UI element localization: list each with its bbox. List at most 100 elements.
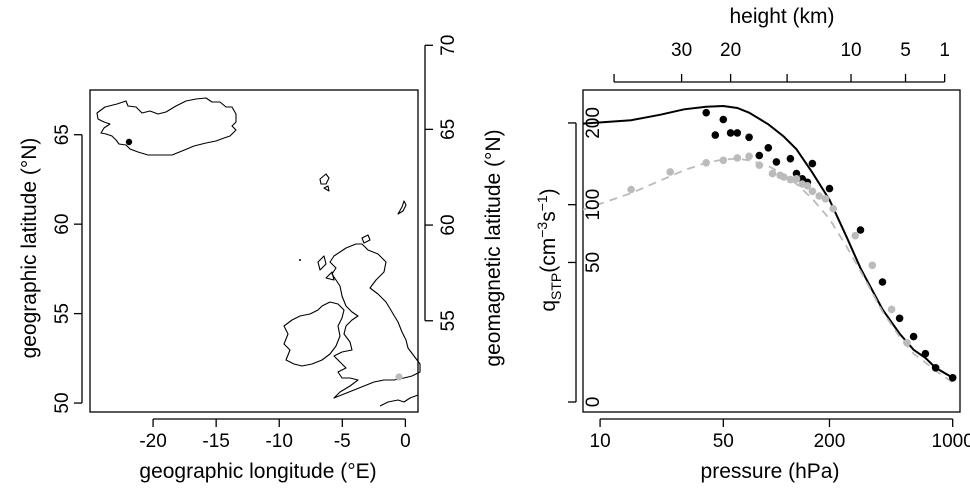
profile-y-tick-label: 0 — [583, 397, 604, 408]
data-point-black — [878, 278, 887, 286]
coastline-great-britain — [329, 243, 421, 399]
coastline-orkney — [361, 234, 371, 244]
site-marker-england — [395, 373, 403, 381]
data-point-black — [733, 129, 742, 137]
profile-y-ticks: 0 50 100 200 — [568, 107, 604, 407]
profile-top-tick-label: 30 — [671, 40, 692, 61]
data-point-black — [931, 364, 940, 372]
data-point-black — [856, 226, 865, 234]
data-point-black — [948, 374, 957, 382]
ylabel-s: s — [537, 211, 560, 222]
data-point-gray — [779, 173, 788, 181]
profile-y-tick-label: 50 — [583, 252, 604, 273]
data-point-black — [711, 131, 720, 139]
data-point-black — [808, 159, 817, 168]
data-point-black — [909, 332, 918, 341]
map-x-tick-label: 0 — [400, 431, 411, 452]
map-frame — [89, 89, 419, 413]
data-point-black — [895, 314, 904, 323]
profile-y-tick-label: 200 — [583, 107, 604, 139]
profile-top-tick-label: 5 — [900, 40, 911, 61]
coastline-iceland — [96, 97, 237, 156]
data-point-black — [825, 184, 834, 193]
map-y-tick-label: 50 — [52, 392, 73, 413]
ylabel-sub: STP — [548, 273, 564, 300]
data-point-gray — [786, 175, 795, 184]
data-point-gray — [755, 161, 764, 169]
coastline-shetland — [397, 200, 407, 215]
profile-panel: 10 50 200 1000 0 50 100 200 30 20 10 5 1 pressure … — [534, 5, 970, 483]
data-point-gray — [903, 339, 911, 347]
map-y2-tick-label: 70 — [438, 35, 459, 56]
ylabel-units: (cm — [537, 238, 560, 273]
site-marker-iceland — [125, 138, 133, 146]
profile-x-tick-label: 1000 — [932, 431, 970, 452]
profile-x-tick-label: 50 — [713, 431, 734, 452]
data-point-gray — [803, 182, 812, 190]
map-x-tick-label: -5 — [334, 431, 351, 452]
coastline-hebrides — [317, 255, 335, 281]
map-y-tick-label: 65 — [52, 124, 73, 145]
profile-frame — [582, 89, 961, 413]
data-point-black — [792, 169, 801, 178]
map-coastlines — [96, 97, 421, 407]
data-point-gray — [768, 169, 777, 178]
data-point-gray — [733, 154, 742, 162]
ylabel-exp1: −3 — [534, 222, 550, 238]
data-point-gray — [851, 231, 859, 240]
profile-x-tick-label: 10 — [590, 431, 611, 452]
profile-top-tick-label: 1 — [939, 40, 950, 61]
data-point-gray — [745, 152, 753, 161]
profile-plot-area — [583, 104, 957, 384]
profile-top-tick-label: 10 — [840, 40, 861, 61]
map-y2-axis-label: geomagnetic latitude (°N) — [482, 129, 505, 366]
coastline-faroe-islands — [319, 173, 330, 192]
data-point-black — [702, 108, 710, 117]
data-point-black — [772, 158, 781, 166]
data-point-black — [764, 144, 773, 152]
map-y2-tick-label: 55 — [438, 310, 459, 331]
map-x-ticks: -20 -15 -10 -5 0 — [139, 418, 411, 452]
data-point-black — [755, 151, 764, 160]
map-y-tick-label: 55 — [52, 303, 73, 324]
ylabel-exp2: −1 — [534, 195, 550, 211]
ylabel-close: ) — [537, 188, 560, 195]
data-point-black — [726, 129, 735, 137]
data-point-gray — [792, 175, 801, 183]
model-curve-dashed — [583, 157, 954, 384]
data-point-black — [745, 133, 753, 142]
coastline-ireland — [283, 301, 345, 367]
map-x-tick-label: -15 — [202, 431, 229, 452]
map-panel: -20 -15 -10 -5 0 50 55 60 65 55 60 65 70 geographi… — [18, 35, 505, 483]
map-x-tick-label: -10 — [265, 431, 292, 452]
data-point-black — [786, 154, 795, 163]
data-point-gray — [829, 204, 837, 213]
data-point-gray — [821, 195, 830, 203]
data-point-black — [719, 115, 728, 124]
map-y-axis-label: geographic latitude (°N) — [18, 138, 41, 359]
coastline-continental-europe — [379, 394, 419, 407]
ylabel-q: q — [537, 300, 560, 312]
data-point-gray — [808, 187, 817, 196]
map-x-tick-label: -20 — [139, 431, 166, 452]
profile-x-ticks: 10 50 200 1000 — [590, 418, 970, 452]
map-y2-ticks: 55 60 65 70 — [424, 35, 459, 331]
map-y-ticks: 50 55 60 65 — [52, 124, 83, 414]
map-x-axis-label: geographic longitude (°E) — [139, 460, 376, 483]
data-point-black — [921, 349, 930, 358]
data-point-gray — [666, 168, 674, 176]
profile-top-ticks: 30 20 10 5 1 — [613, 40, 950, 83]
data-point-gray — [702, 159, 710, 167]
profile-x-axis-label: pressure (hPa) — [701, 460, 840, 483]
profile-series-group — [583, 104, 957, 384]
profile-x-tick-label: 200 — [814, 431, 846, 452]
profile-top-axis-label: height (km) — [729, 5, 834, 28]
profile-y-axis-label-text: qSTP(cm−3s−1) — [534, 188, 564, 311]
map-stray-dot — [299, 259, 301, 261]
data-point-gray — [627, 185, 635, 194]
map-y-tick-label: 60 — [52, 214, 73, 235]
map-y2-tick-label: 60 — [438, 214, 459, 235]
profile-y-axis-label: qSTP(cm−3s−1) — [534, 188, 564, 311]
data-point-gray — [815, 192, 823, 200]
data-point-gray — [868, 261, 877, 270]
